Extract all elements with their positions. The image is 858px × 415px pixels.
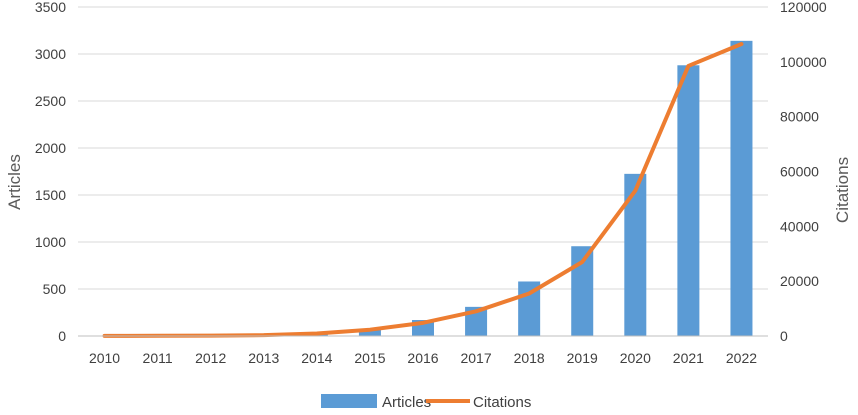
y-tick-label-right: 60000 <box>780 164 819 180</box>
legend-label-citations: Citations <box>473 394 531 410</box>
x-tick-label: 2010 <box>89 350 120 366</box>
y-tick-label-left: 0 <box>58 328 66 344</box>
y-tick-label-right: 0 <box>780 328 788 344</box>
bar-articles <box>677 65 699 336</box>
x-tick-label: 2015 <box>354 350 385 366</box>
legend: Articles Citations <box>321 394 531 410</box>
axes: 0 500 1000 1500 2000 2500 3000 3500 0 20000 40000 6… <box>35 0 827 366</box>
y-tick-label-left: 500 <box>43 281 67 297</box>
y-tick-label-left: 2500 <box>35 93 66 109</box>
y-tick-label-left: 1500 <box>35 187 66 203</box>
x-tick-label: 2012 <box>195 350 226 366</box>
x-tick-label: 2019 <box>567 350 598 366</box>
x-tick-label: 2021 <box>673 350 704 366</box>
x-tick-label: 2020 <box>620 350 651 366</box>
articles-bars <box>94 41 753 336</box>
y-tick-label-left: 3000 <box>35 46 66 62</box>
grid-lines <box>78 7 768 336</box>
y-tick-label-right: 80000 <box>780 109 819 125</box>
x-tick-label: 2014 <box>301 350 332 366</box>
y-tick-label-right: 20000 <box>780 273 819 289</box>
y-tick-label-left: 3500 <box>35 0 66 15</box>
x-tick-label: 2016 <box>407 350 438 366</box>
y-tick-label-left: 2000 <box>35 140 66 156</box>
x-tick-label: 2011 <box>143 350 173 366</box>
y-tick-label-left: 1000 <box>35 234 66 250</box>
x-tick-label: 2013 <box>248 350 279 366</box>
y-tick-label-right: 120000 <box>780 0 827 15</box>
legend-swatch-articles <box>321 394 377 408</box>
y-tick-label-right: 40000 <box>780 218 819 234</box>
y-axis-title-right: Citations <box>833 157 852 223</box>
bar-articles <box>730 41 752 336</box>
y-tick-label-right: 100000 <box>780 54 827 70</box>
x-tick-label: 2022 <box>726 350 757 366</box>
x-tick-label: 2017 <box>460 350 491 366</box>
y-axis-title-left: Articles <box>5 154 24 210</box>
x-tick-label: 2018 <box>514 350 545 366</box>
legend-label-articles: Articles <box>382 394 431 410</box>
